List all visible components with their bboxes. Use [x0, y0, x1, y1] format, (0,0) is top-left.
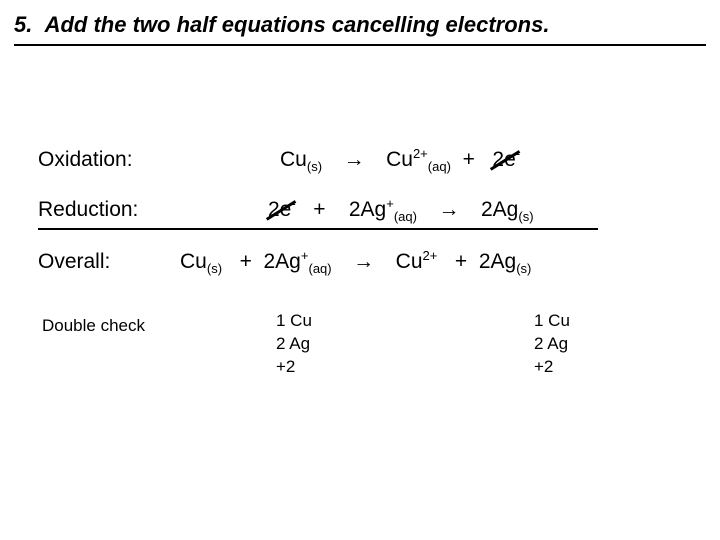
species-2ag-s: 2Ag(s): [481, 198, 534, 221]
arrow-icon: →: [349, 250, 378, 274]
check-right-block: 1 Cu 2 Ag +2: [534, 310, 570, 379]
plus-sign: +: [455, 250, 467, 273]
species-2agplus-aq: 2Ag+(aq): [264, 250, 332, 273]
plus-sign: +: [313, 198, 325, 221]
title-underline: [14, 44, 706, 46]
cancelled-electrons: 2e-: [268, 198, 296, 222]
label-overall: Overall:: [38, 250, 110, 274]
arrow-icon: →: [434, 198, 463, 222]
equation-oxidation: Cu(s) → Cu2+(aq) + 2e-: [280, 148, 520, 172]
species-2agplus-aq: 2Ag+(aq): [349, 198, 417, 221]
species-cu-s: Cu(s): [280, 148, 322, 171]
summation-line: [38, 228, 598, 230]
check-left-block: 1 Cu 2 Ag +2: [276, 310, 312, 379]
arrow-icon: →: [340, 148, 369, 172]
species-cu-s: Cu(s): [180, 250, 222, 273]
label-oxidation: Oxidation:: [38, 148, 133, 172]
title-number: 5.: [14, 12, 32, 37]
slide-title: 5. Add the two half equations cancelling…: [14, 12, 706, 38]
plus-sign: +: [463, 148, 475, 171]
species-cu2plus: Cu2+: [396, 250, 438, 273]
plus-sign: +: [240, 250, 252, 273]
label-reduction: Reduction:: [38, 198, 138, 222]
title-text: Add the two half equations cancelling el…: [45, 12, 550, 37]
equation-reduction: 2e- + 2Ag+(aq) → 2Ag(s): [268, 198, 534, 222]
species-2ag-s: 2Ag(s): [479, 250, 532, 273]
slide: 5. Add the two half equations cancelling…: [0, 0, 720, 540]
equation-overall: Cu(s) + 2Ag+(aq) → Cu2+ + 2Ag(s): [180, 250, 531, 274]
label-double-check: Double check: [42, 316, 145, 336]
species-cu2plus-aq: Cu2+(aq): [386, 148, 451, 171]
cancelled-electrons: 2e-: [492, 148, 520, 172]
